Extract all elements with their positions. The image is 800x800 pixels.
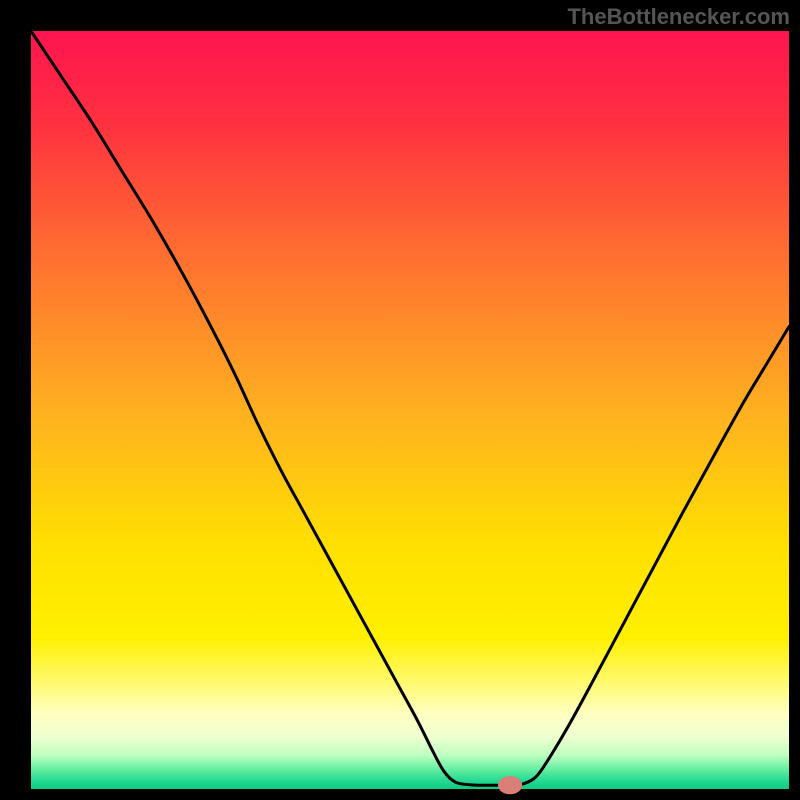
chart-container: TheBottlenecker.com: [0, 0, 800, 800]
optimal-marker: [498, 776, 522, 794]
watermark-text: TheBottlenecker.com: [567, 4, 790, 30]
bottleneck-chart: [0, 0, 800, 800]
plot-background: [31, 31, 789, 789]
